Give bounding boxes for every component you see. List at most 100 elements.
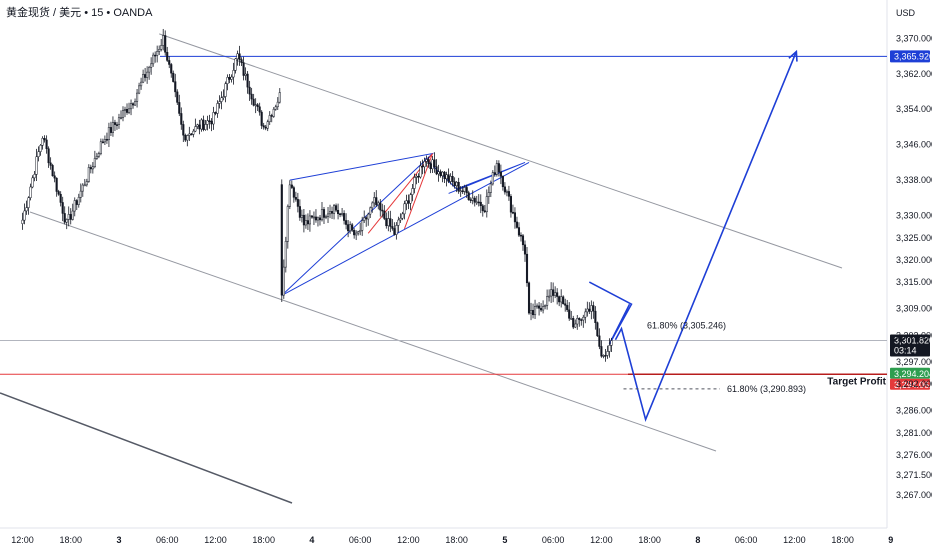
candle-body [353, 229, 356, 236]
candle-body [136, 92, 139, 102]
target-profit-tag-text: 3,294.204 [894, 369, 932, 379]
candle-body [63, 213, 66, 223]
candle-body [206, 120, 209, 125]
candle-body [280, 184, 283, 296]
candle-body [574, 323, 577, 328]
candle-body [481, 205, 484, 211]
candle-body [564, 303, 567, 306]
candle-body [121, 110, 125, 118]
candle-body [407, 200, 410, 204]
candle-body [266, 121, 269, 129]
candle-body [37, 151, 40, 157]
projection-path [614, 51, 798, 422]
candle-body [399, 217, 402, 221]
candle-body [455, 181, 458, 187]
y-tick-label: 3,281.000 [896, 428, 932, 438]
candle-body [419, 165, 422, 178]
fib-label-upper: 61.80% (3,305.246) [647, 320, 726, 330]
candle-body [178, 102, 181, 114]
candle-body [27, 197, 30, 208]
candle-body [160, 45, 163, 50]
x-tick-label: 12:00 [11, 535, 34, 545]
target-profit-label: Target Profit [827, 376, 886, 387]
candle-body [218, 101, 221, 104]
candle-body [473, 197, 476, 203]
candle-body [536, 305, 539, 308]
candle-body [503, 186, 506, 193]
time-axis[interactable]: 12:00 18:00 3 06:00 12:00 18:00 4 06:00 12:00 18:… [11, 535, 893, 545]
candle-body [610, 340, 613, 346]
candle-body [391, 226, 394, 229]
candle-body [427, 159, 430, 164]
candle-body [194, 126, 197, 132]
candle-body [210, 120, 213, 125]
candle-body [501, 176, 504, 188]
candle-body [296, 199, 299, 207]
candle-body [75, 200, 78, 205]
candle-body [389, 218, 392, 227]
candle-body [409, 194, 412, 204]
candle-body [306, 220, 309, 225]
candle-body [447, 174, 450, 182]
candle-body [433, 159, 436, 167]
candle-body [103, 139, 106, 143]
candle-body [172, 72, 175, 82]
x-tick-label: 12:00 [590, 535, 613, 545]
price-axis[interactable]: 3,370.000 3,362.000 3,354.000 3,346.000 3,33… [896, 33, 932, 500]
candle-body [449, 176, 452, 182]
candle-body [465, 187, 468, 193]
y-tick-label: 3,346.000 [896, 140, 932, 150]
candle-body [568, 309, 571, 319]
candle-body [387, 218, 390, 227]
bull-flag [588, 281, 633, 345]
candle-body [487, 192, 490, 197]
candle-body [164, 35, 167, 53]
x-tick-label: 06:00 [349, 535, 372, 545]
candle-body [558, 296, 561, 303]
candle-body [590, 305, 593, 312]
candle-body [91, 166, 94, 170]
drawing-layer [0, 33, 887, 504]
candle-body [445, 174, 448, 180]
candle-body [65, 219, 68, 223]
candle-body [335, 205, 338, 211]
candle-body [202, 119, 205, 130]
candle-body [600, 346, 603, 357]
y-tick-label: 3,267.000 [896, 490, 932, 500]
candle-body [312, 216, 315, 219]
x-tick-label: 5 [502, 535, 507, 545]
candle-body [144, 74, 147, 78]
candle-body [513, 212, 517, 223]
candle-body [495, 163, 498, 175]
candle-body [182, 124, 185, 136]
candle-body [93, 158, 96, 167]
candle-body [365, 217, 368, 220]
candle-body [367, 213, 370, 220]
candle-body [401, 213, 404, 219]
candle-body [441, 171, 444, 177]
candle-body [582, 316, 585, 321]
target-profit-alt-tag-bg [890, 378, 930, 390]
candle-body [395, 225, 398, 235]
candle-body [156, 51, 159, 56]
x-tick-label: 06:00 [542, 535, 565, 545]
candle-body [248, 86, 251, 95]
candle-body [554, 292, 557, 296]
x-tick-label: 06:00 [735, 535, 758, 545]
candle-body [47, 148, 50, 164]
candle-body [316, 217, 320, 221]
candle-body [521, 235, 525, 246]
candle-body [31, 177, 34, 188]
candle-body [330, 211, 334, 214]
candle-body [369, 207, 372, 215]
candle-body [190, 133, 193, 136]
candle-body [150, 63, 153, 68]
y-tick-label: 3,271.500 [896, 470, 932, 480]
candle-body [240, 59, 243, 63]
candle-body [489, 183, 492, 193]
candle-body [594, 310, 597, 323]
candle-body [429, 163, 432, 170]
channel-lower-line [29, 211, 717, 452]
